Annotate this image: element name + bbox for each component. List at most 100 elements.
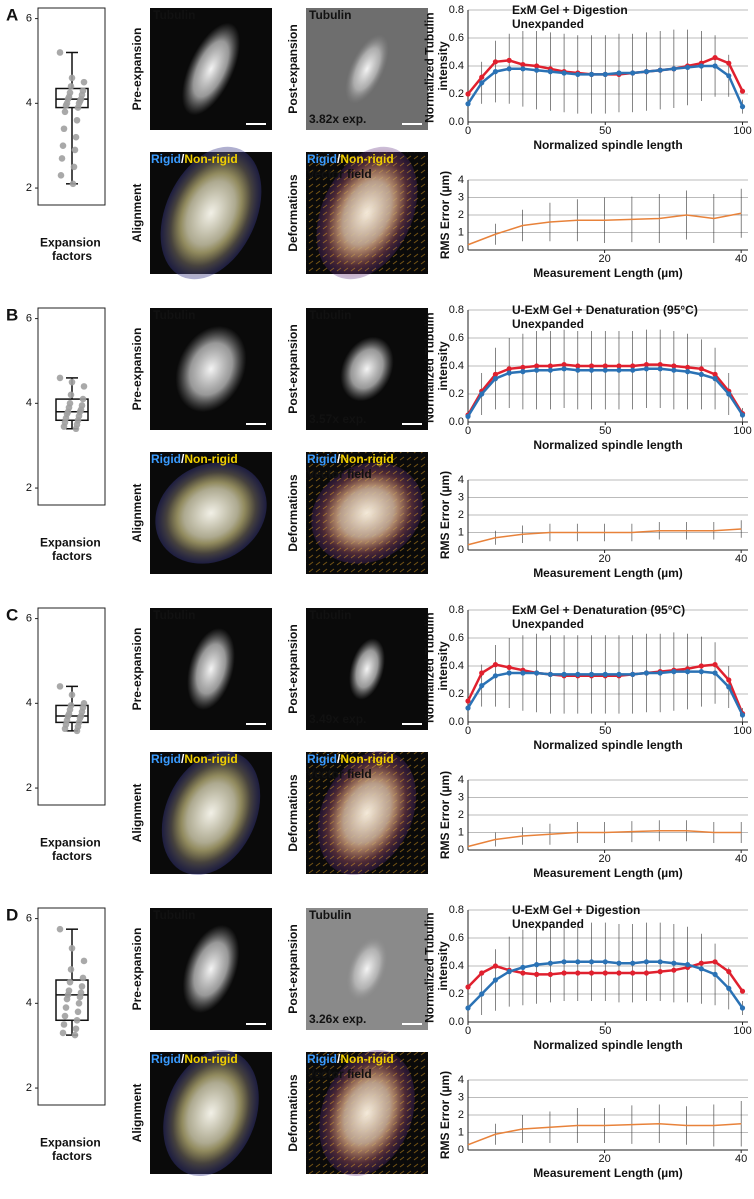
data-point [506,670,512,676]
x-tick-label: 0 [465,725,471,737]
y-tick-label: 0.6 [449,632,464,644]
x-tick-label: 0 [465,1025,471,1037]
data-point [465,101,471,107]
x-tick-label: 100 [733,725,751,737]
y-tick-label: 0.4 [449,660,464,672]
x-tick-label: 40 [735,253,747,265]
spindle [166,472,256,554]
data-point [712,959,718,965]
data-point [73,116,81,124]
data-point [575,363,581,369]
data-point [57,172,65,179]
y-tick-label: 0 [458,244,464,256]
data-point [547,367,553,373]
data-point [671,669,677,675]
image-tag: Tubulin [309,908,351,922]
data-point [62,102,70,109]
overlay-tag-part: / [181,752,185,766]
data-point [561,970,567,976]
overlay-tag-part: Non-rigid [184,152,237,166]
side-label: Pre-expansion [130,28,144,111]
y-tick-label: 1 [458,526,464,538]
data-point [56,683,64,690]
data-point [739,104,746,110]
data-point [60,1021,68,1028]
data-point [712,971,718,978]
data-point [602,671,608,678]
data-point [56,925,64,933]
data-point [712,376,718,382]
overlay-tag-part: Non-rigid [340,752,393,766]
data-point [588,970,595,976]
x-tick-label: 20 [598,1153,610,1165]
x-axis-label: Measurement Length (µm) [533,266,683,280]
data-point [506,370,512,376]
data-point [561,366,567,372]
overlay-tag-part: Non-rigid [184,752,237,766]
data-point [492,662,499,668]
data-point [616,960,622,966]
overlay-tag: Rigid/Non-rigid [307,452,394,466]
data-point [479,683,485,689]
data-point [506,664,512,671]
data-point [465,984,471,990]
legend-entry: ExM Gel + Digestion [512,3,628,17]
y-tick-label: 2 [26,782,32,794]
data-point [712,371,718,377]
overlay-tag-part: Rigid [151,752,181,766]
data-point [465,1005,471,1011]
data-point [79,974,87,982]
series-line [467,830,742,848]
data-point [72,133,80,141]
data-point [79,395,87,403]
data-point [63,995,71,1003]
data-point [506,366,512,372]
data-point [547,69,553,75]
data-point [61,725,69,733]
data-point [534,962,540,968]
data-point [698,371,704,377]
overlay-tag-part: Rigid [307,752,337,766]
data-point [616,70,622,76]
data-point [657,959,663,965]
data-point [698,669,704,675]
x-tick-label: 100 [733,1025,751,1037]
y-tick-label: 0.4 [449,360,464,372]
expansion-factor: 3.26x exp. [309,1012,366,1026]
data-point [520,62,526,68]
x-tick-label: 40 [735,1153,747,1165]
overlay-tag: Vector field [307,1067,372,1081]
data-point [479,80,485,86]
y-tick-label: 1 [458,826,464,838]
data-point [712,662,718,668]
image-tag: Tubulin [309,8,351,22]
data-point [698,663,704,669]
data-point [534,971,540,978]
side-label: Alignment [130,784,144,843]
y-tick-label: 0.8 [449,304,464,316]
overlay-tag: Vector field [307,767,372,781]
data-point [68,74,76,82]
data-point [726,684,732,690]
side-label: Deformations [286,1074,300,1152]
x-tick-label: 20 [598,853,610,865]
panel-label: A [6,5,18,24]
y-tick-label: 0.0 [449,116,464,128]
spindle [327,763,407,863]
overlay-tag-part: Non-rigid [340,1052,393,1066]
data-point [56,49,64,56]
data-point [60,423,68,430]
side-label: Post-expansion [286,924,300,1013]
y-axis-label: RMS Error (µm) [438,171,452,259]
data-point [671,960,677,966]
overlay-tag: Rigid/Non-rigid [151,452,238,466]
y-tick-label: 1 [458,1126,464,1138]
data-point [657,969,663,975]
image-tag: Tubulin [153,308,195,322]
overlay-tag-part: / [337,152,341,166]
data-point [643,670,650,676]
image-tag: Tubulin [153,8,195,22]
data-point [588,367,595,373]
y-tick-label: 0.0 [449,416,464,428]
